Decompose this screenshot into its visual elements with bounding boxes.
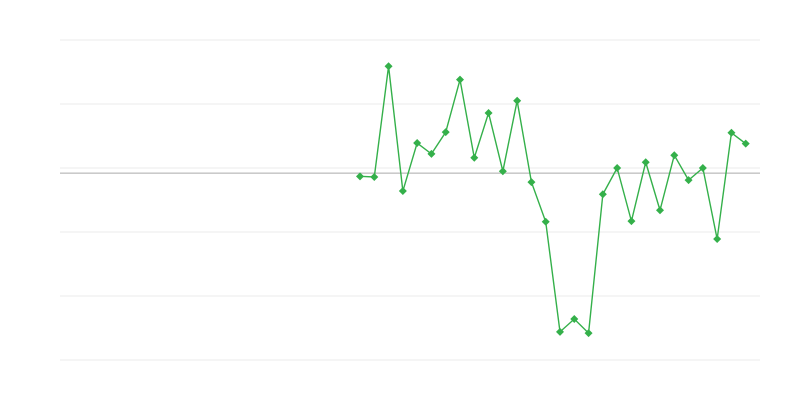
data-point [498, 167, 507, 176]
data-point [641, 158, 650, 167]
data-point [713, 235, 722, 244]
data-point [627, 217, 636, 226]
data-point [413, 139, 422, 148]
gridlines [60, 39, 760, 361]
data-point [598, 190, 607, 199]
data-point [741, 139, 750, 148]
data-point [556, 327, 564, 336]
data-point [613, 164, 622, 172]
data-point [698, 164, 707, 172]
data-point [527, 178, 536, 187]
data-point [370, 172, 379, 181]
data-point [541, 217, 550, 226]
data-point [727, 128, 736, 137]
data-point [570, 315, 579, 324]
data-point [398, 187, 407, 196]
data-point [656, 206, 664, 215]
series-line [356, 62, 750, 338]
data-point [684, 176, 693, 185]
data-point [584, 329, 593, 338]
data-point [513, 96, 522, 105]
data-point [670, 151, 679, 160]
data-point [484, 108, 493, 117]
data-point [470, 153, 479, 162]
data-point [456, 75, 464, 84]
data-point [427, 149, 436, 158]
data-point [441, 128, 450, 137]
data-point [384, 62, 393, 71]
data-point [356, 172, 364, 181]
series-path [359, 66, 747, 335]
